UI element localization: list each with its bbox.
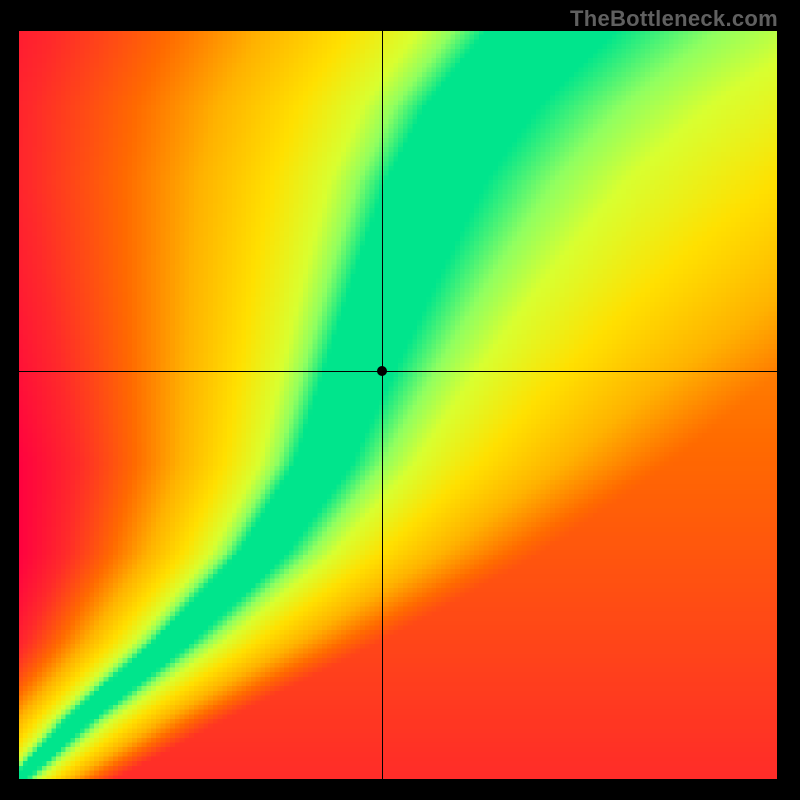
chart-container: TheBottleneck.com <box>0 0 800 800</box>
watermark-text: TheBottleneck.com <box>570 6 778 32</box>
bottleneck-heatmap <box>18 30 778 780</box>
crosshair-marker <box>377 366 387 376</box>
crosshair-horizontal <box>18 371 778 372</box>
crosshair-vertical <box>382 30 383 780</box>
